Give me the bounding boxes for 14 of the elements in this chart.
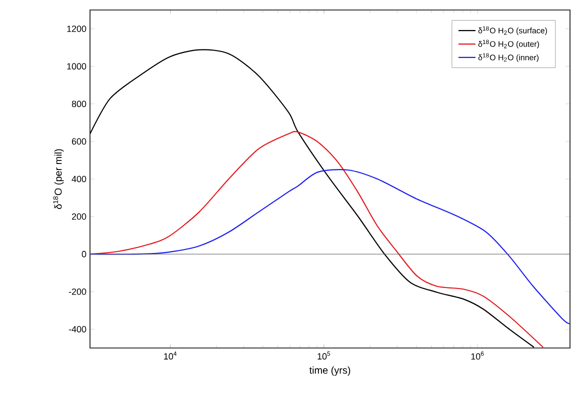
x-axis-title: time (yrs) bbox=[309, 366, 350, 376]
y-tick-label: 200 bbox=[72, 213, 86, 220]
x-tick-label: 10$^{4}$ bbox=[164, 352, 177, 360]
x-tick-label: 10$^{6}$ bbox=[471, 352, 484, 360]
x-tick-label: 10$^{5}$ bbox=[318, 352, 330, 360]
y-tick-label: -200 bbox=[68, 288, 86, 295]
y-axis-title: δ$^{18}$O (per mil) bbox=[53, 149, 64, 209]
y-tick-label: 400 bbox=[72, 176, 86, 182]
y-tick-label: -400 bbox=[68, 326, 86, 332]
y-tick-label: 800 bbox=[72, 100, 86, 108]
y-tick-label: 600 bbox=[72, 138, 86, 145]
y-tick-label: 1200 bbox=[67, 26, 86, 32]
y-tick-label: 1000 bbox=[67, 63, 86, 70]
y-tick-label: 0 bbox=[82, 250, 86, 258]
